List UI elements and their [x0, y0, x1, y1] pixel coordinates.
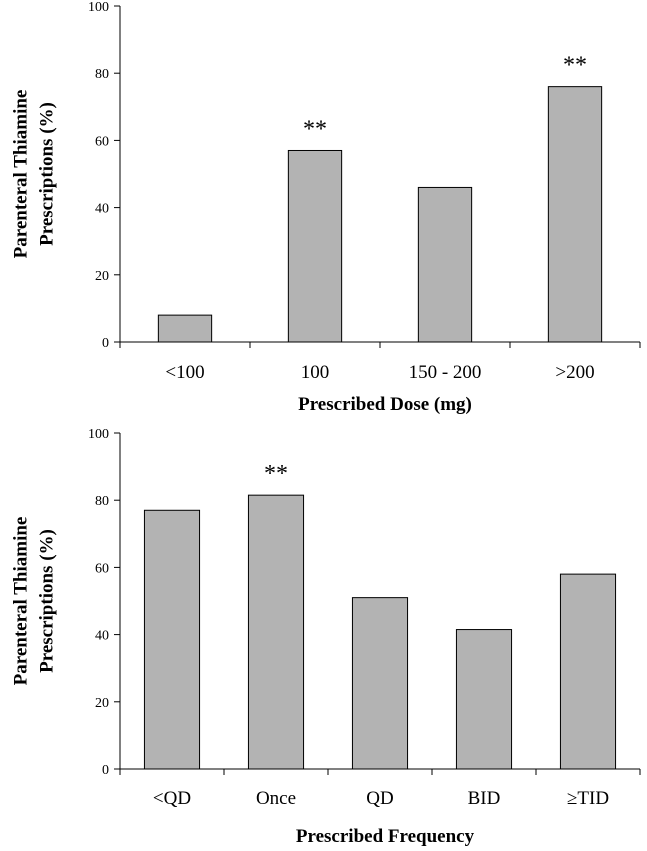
x-category-label: 150 - 200: [409, 362, 482, 383]
y-tick-label: 20: [95, 269, 109, 284]
x-category-label: <100: [165, 362, 204, 383]
y-tick-label: 100: [88, 427, 109, 442]
y-axis-label-line-1: Parenteral Thiamine: [11, 90, 32, 259]
y-axis-label-line-2: Prescriptions (%): [37, 529, 58, 673]
x-axis-label: Prescribed Dose (mg): [298, 394, 472, 415]
bar-1: [143, 509, 201, 770]
bar-2: [287, 149, 343, 343]
y-tick-label: 80: [95, 67, 109, 82]
y-tick-label: 80: [95, 494, 109, 509]
x-category-label: >200: [555, 362, 594, 383]
significance-marker: **: [303, 116, 327, 142]
y-tick-label: 100: [88, 0, 109, 15]
y-tick-label: 60: [95, 561, 109, 576]
y-axis-label-line-2: Prescriptions (%): [37, 102, 58, 246]
y-tick-label: 0: [102, 336, 109, 351]
y-tick-label: 20: [95, 696, 109, 711]
chart-panel-1: 0 20 40 60 80 100 <100 100 ** 150 - 200 >200 ** Pres…: [11, 0, 641, 415]
x-category-label: <QD: [153, 788, 191, 809]
bar-3: [351, 597, 409, 770]
bar-2: [247, 494, 305, 770]
chart-panel-2: 0 20 40 60 80 100 <QD Once ** QD BID ≥TID Prescribed…: [11, 427, 641, 847]
y-tick-label: 60: [95, 134, 109, 149]
bar-4: [547, 86, 603, 343]
x-axis-label: Prescribed Frequency: [296, 826, 475, 847]
x-category-label: 100: [301, 362, 330, 383]
x-category-label: ≥TID: [567, 788, 609, 809]
y-tick-label: 0: [102, 763, 109, 778]
y-axis-label-line-1: Parenteral Thiamine: [11, 517, 32, 686]
significance-marker: **: [264, 461, 288, 487]
significance-marker: **: [563, 53, 587, 79]
x-category-label: QD: [366, 788, 393, 809]
y-tick-label: 40: [95, 629, 109, 644]
bar-1: [157, 314, 213, 343]
x-category-label: BID: [468, 788, 501, 809]
bar-5: [559, 573, 617, 770]
bar-4: [455, 629, 513, 770]
bar-3: [417, 186, 473, 343]
y-tick-label: 40: [95, 202, 109, 217]
x-category-label: Once: [256, 788, 296, 809]
